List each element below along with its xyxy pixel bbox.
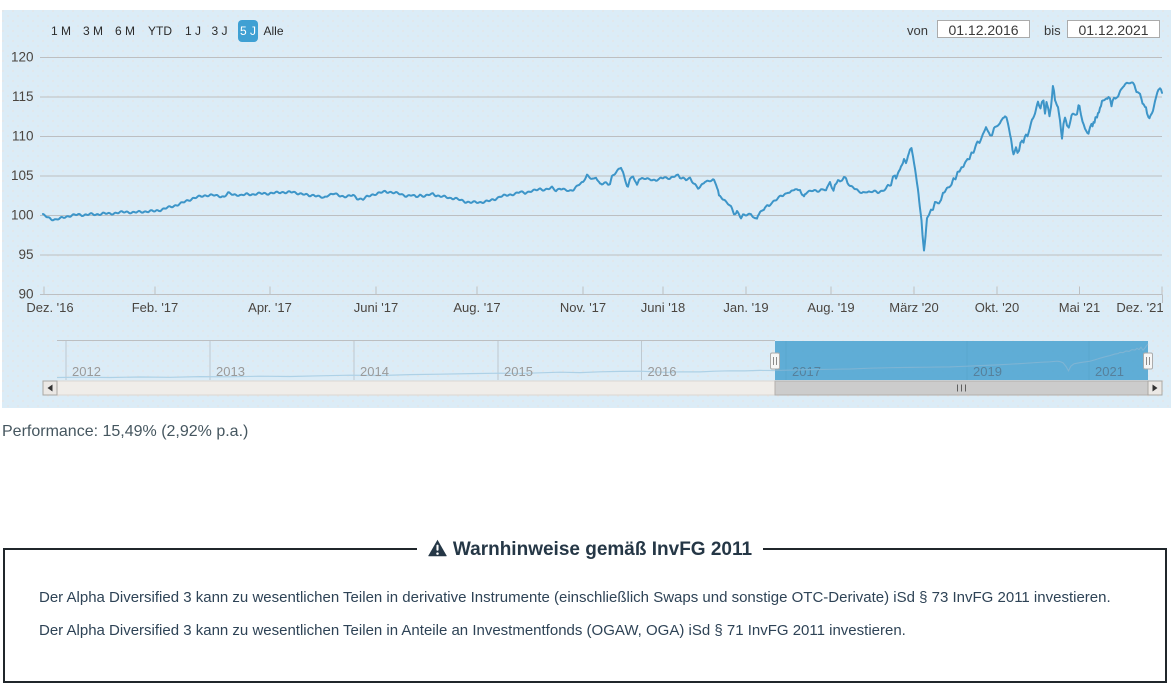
svg-text:2015: 2015 [504,364,533,379]
svg-text:März '20: März '20 [889,300,938,315]
svg-text:Mai '21: Mai '21 [1059,300,1101,315]
svg-text:2014: 2014 [360,364,389,379]
svg-text:Dez. '16: Dez. '16 [26,300,73,315]
svg-text:105: 105 [11,168,34,183]
svg-text:2021: 2021 [1095,364,1124,379]
svg-text:2013: 2013 [216,364,245,379]
svg-text:115: 115 [12,89,34,104]
svg-text:Dez. '21: Dez. '21 [1116,300,1163,315]
svg-text:120: 120 [11,50,34,65]
svg-text:95: 95 [18,247,33,262]
svg-text:2012: 2012 [72,364,101,379]
svg-text:2019: 2019 [973,364,1002,379]
svg-text:90: 90 [18,287,33,302]
svg-text:Jan. '19: Jan. '19 [723,300,768,315]
svg-text:110: 110 [12,129,34,144]
svg-text:2017: 2017 [792,364,821,379]
svg-text:Feb. '17: Feb. '17 [132,300,179,315]
svg-text:2016: 2016 [648,364,677,379]
svg-text:Nov. '17: Nov. '17 [560,300,606,315]
svg-text:100: 100 [11,208,34,223]
svg-text:Aug. '17: Aug. '17 [453,300,500,315]
svg-text:Okt. '20: Okt. '20 [975,300,1019,315]
svg-text:Juni '17: Juni '17 [354,300,398,315]
svg-text:Apr. '17: Apr. '17 [248,300,292,315]
svg-text:Aug. '19: Aug. '19 [807,300,854,315]
svg-text:Juni '18: Juni '18 [641,300,685,315]
